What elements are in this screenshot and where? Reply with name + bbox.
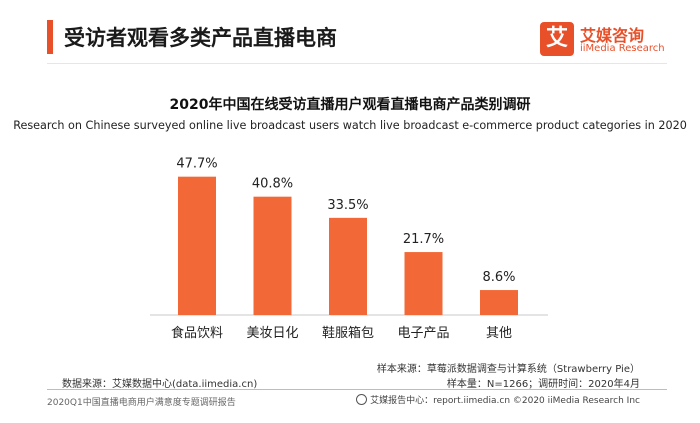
report-center-text: 艾媒报告中心：report.iimedia.cn ©2020 iiMedia R… [370, 396, 640, 406]
data-source: 数据来源：艾媒数据中心(data.iimedia.cn) [62, 379, 258, 390]
bar-3 [404, 252, 443, 315]
bar-0 [178, 176, 216, 315]
data-label-2: 33.5% [327, 198, 368, 213]
title-accent-bar [47, 20, 53, 54]
page-title: 受访者观看多类产品直播电商 [64, 26, 337, 50]
bar-4 [480, 290, 518, 315]
category-label-0: 食品饮料 [171, 325, 223, 341]
data-label-0: 47.7% [176, 157, 217, 172]
category-label-4: 其他 [486, 326, 512, 341]
header-divider [47, 63, 667, 64]
chart-subtitle: Research on Chinese surveyed online live… [13, 119, 687, 132]
bar-2 [329, 217, 367, 315]
sample-info: 样本量：N=1266；调研时间：2020年4月 [446, 379, 640, 390]
report-center: 艾媒报告中心：report.iimedia.cn ©2020 iiMedia R… [356, 393, 640, 406]
data-label-4: 8.6% [482, 270, 515, 285]
data-label-3: 21.7% [403, 232, 444, 247]
category-label-2: 鞋服箱包 [322, 325, 374, 341]
chart-title: 2020年中国在线受访直播用户观看直播电商产品类别调研 [169, 97, 531, 113]
bar-1 [253, 196, 292, 315]
data-label-1: 40.8% [252, 177, 293, 192]
logo-name-en: iiMedia Research [580, 43, 665, 54]
category-label-3: 电子产品 [397, 326, 449, 341]
footer-divider [47, 389, 667, 390]
category-label-1: 美妆日化 [246, 326, 298, 341]
sample-source: 样本来源：草莓派数据调查与计算系统（Strawberry Pie） [376, 364, 640, 375]
bar-chart: 47.7% 食品饮料 40.8% 美妆日化 33.5% 鞋服箱包 21.7% 电子产品 8.6%… [150, 157, 548, 341]
brand-logo: 艾 艾媒咨询 iiMedia Research [540, 22, 675, 58]
report-name: 2020Q1中国直播电商用户满意度专题调研报告 [47, 398, 236, 408]
globe-icon [356, 394, 368, 405]
logo-mark-icon: 艾 [540, 22, 574, 56]
logo-name-cn: 艾媒咨询 [580, 26, 645, 45]
